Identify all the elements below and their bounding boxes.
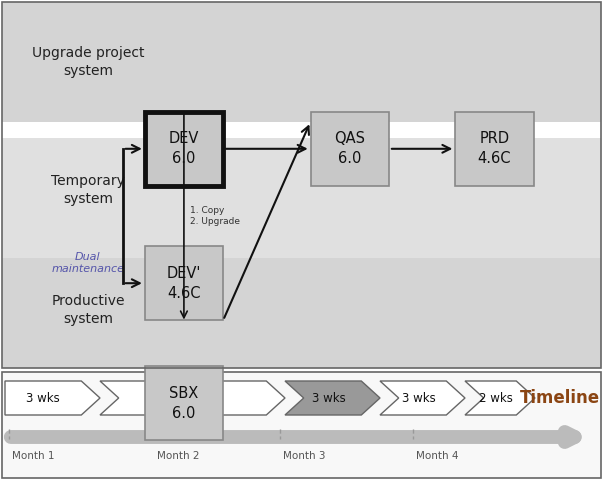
Text: Timeline: Timeline <box>520 389 600 407</box>
Text: 3 wks: 3 wks <box>402 392 435 405</box>
Text: Month 2: Month 2 <box>157 451 199 461</box>
Bar <box>455 112 534 186</box>
Text: Upgrade project
system: Upgrade project system <box>32 46 144 78</box>
Text: 2 wks: 2 wks <box>479 392 513 405</box>
Bar <box>145 112 223 186</box>
Polygon shape <box>5 381 100 415</box>
Bar <box>145 246 223 321</box>
Polygon shape <box>380 381 465 415</box>
Bar <box>2 122 601 138</box>
Text: DEV
6.0: DEV 6.0 <box>169 132 199 166</box>
Bar <box>145 366 223 441</box>
Bar <box>2 2 601 368</box>
Text: Productive
system: Productive system <box>51 294 125 326</box>
Text: 1. Copy
2. Upgrade: 1. Copy 2. Upgrade <box>190 205 240 227</box>
Bar <box>2 258 601 368</box>
Text: 3 wks: 3 wks <box>27 392 60 405</box>
Bar <box>2 372 601 478</box>
Text: Temporary
system: Temporary system <box>51 174 125 206</box>
Text: Dual
maintenance: Dual maintenance <box>51 252 124 274</box>
Text: PRD
4.6C: PRD 4.6C <box>478 132 511 166</box>
Text: SBX
6.0: SBX 6.0 <box>169 386 198 420</box>
Text: Month 3: Month 3 <box>283 451 326 461</box>
Text: DEV'
4.6C: DEV' 4.6C <box>166 266 201 300</box>
Polygon shape <box>285 381 380 415</box>
Polygon shape <box>465 381 535 415</box>
Bar <box>2 2 601 122</box>
Text: QAS
6.0: QAS 6.0 <box>334 132 365 166</box>
Text: 3 wks: 3 wks <box>312 392 346 405</box>
Text: Month 4: Month 4 <box>416 451 458 461</box>
Polygon shape <box>100 381 285 415</box>
Bar <box>2 138 601 258</box>
Bar <box>311 112 389 186</box>
Text: Month 1: Month 1 <box>12 451 54 461</box>
